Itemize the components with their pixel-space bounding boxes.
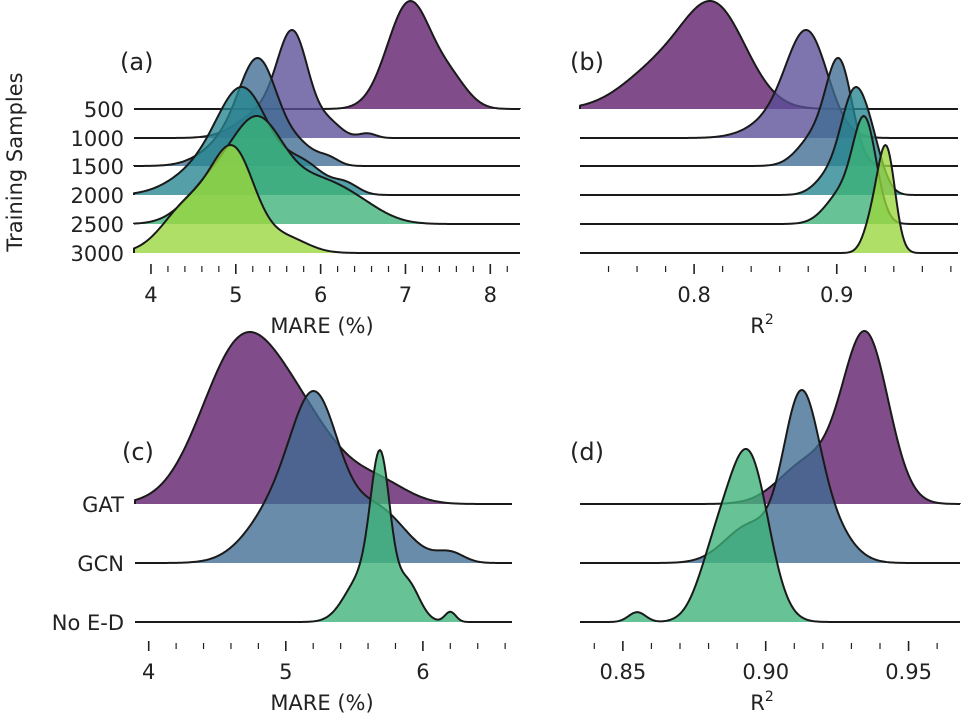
panel-label: (c) bbox=[122, 438, 154, 466]
category-label: 2000 bbox=[71, 184, 124, 208]
category-label: No E-D bbox=[52, 611, 124, 635]
category-label: 1000 bbox=[71, 127, 124, 151]
ridge-fill-gat bbox=[580, 331, 960, 504]
x-tick-label: 0.95 bbox=[885, 660, 932, 684]
x-axis-label-superscript: 2 bbox=[765, 689, 774, 705]
x-axis-label-text: R bbox=[750, 314, 765, 338]
ridge-outline-1000 bbox=[580, 29, 958, 139]
ridge-fill-1500 bbox=[134, 58, 520, 166]
x-tick-label: 6 bbox=[416, 660, 429, 684]
ridge-outline-3000 bbox=[580, 144, 958, 254]
ridge-outline-500 bbox=[579, 0, 958, 110]
x-tick-label: 0.8 bbox=[677, 283, 710, 307]
ridge-outline-1500 bbox=[133, 57, 520, 167]
panel-label: (a) bbox=[120, 48, 153, 76]
category-label: 500 bbox=[84, 98, 124, 122]
ridge-fill-1000 bbox=[580, 30, 958, 138]
panel-label: (b) bbox=[570, 48, 604, 76]
panel-b: (b) 0.8 0.9 R2 bbox=[570, 0, 958, 338]
category-label: GAT bbox=[82, 493, 124, 517]
x-tick-label: 0.85 bbox=[599, 660, 646, 684]
ridge-fill-500 bbox=[134, 1, 520, 109]
ridge-outline-1500 bbox=[580, 57, 958, 167]
x-tick-label: 0.9 bbox=[820, 283, 853, 307]
ridge-outline-1000 bbox=[134, 29, 520, 139]
panel-d: (d) 0.85 0.90 0.95 R2 bbox=[570, 330, 961, 715]
ridge-outline-500 bbox=[134, 0, 521, 110]
ridge-fill-gat bbox=[135, 332, 512, 504]
x-axis-label-text: MARE (%) bbox=[270, 691, 373, 715]
category-label: 2500 bbox=[71, 213, 124, 237]
x-tick-label: 0.90 bbox=[742, 660, 789, 684]
ridge-fill-500 bbox=[580, 1, 958, 109]
ridge-outline-3000 bbox=[133, 144, 520, 254]
ridge-fill-3000 bbox=[134, 145, 520, 253]
ridge-fill-gcn bbox=[135, 391, 512, 563]
ridge-outline-gat bbox=[580, 330, 961, 505]
x-tick-label: 4 bbox=[144, 283, 157, 307]
category-label: 3000 bbox=[71, 242, 124, 266]
x-tick-label: 7 bbox=[399, 283, 412, 307]
x-axis-label: MARE (%) bbox=[270, 691, 373, 715]
category-label: 1500 bbox=[71, 155, 124, 179]
x-tick-label: 4 bbox=[142, 660, 155, 684]
x-axis-label-text: R bbox=[750, 691, 765, 715]
x-axis-label-superscript: 2 bbox=[765, 312, 774, 328]
y-axis-label: Training Samples bbox=[3, 72, 27, 252]
x-tick-label: 6 bbox=[314, 283, 327, 307]
x-axis-label: MARE (%) bbox=[270, 314, 373, 338]
x-tick-label: 5 bbox=[229, 283, 242, 307]
ridge-outline-no-e-d bbox=[135, 449, 512, 623]
x-axis-label-text: MARE (%) bbox=[270, 314, 373, 338]
x-axis-label: R2 bbox=[750, 689, 774, 715]
ridge-outline-gcn bbox=[135, 390, 512, 564]
ridge-fill-3000 bbox=[580, 145, 958, 253]
ridge-fill-1000 bbox=[134, 30, 520, 138]
panel-c: (c) GAT GCN No E-D 4 5 6 MARE (%) bbox=[52, 331, 512, 715]
ridge-fill-2500 bbox=[580, 116, 958, 224]
x-axis-label: R2 bbox=[750, 312, 774, 338]
ridge-outline-no-e-d bbox=[580, 448, 960, 623]
ridge-outline-gcn bbox=[580, 389, 960, 564]
category-label: GCN bbox=[77, 552, 124, 576]
ridge-outline-2000 bbox=[133, 86, 520, 196]
x-tick-label: 8 bbox=[484, 283, 497, 307]
ridge-fill-no-e-d bbox=[580, 449, 960, 622]
panel-label: (d) bbox=[570, 438, 604, 466]
x-tick-label: 5 bbox=[279, 660, 292, 684]
panel-a: (a) 500 1000 1500 2000 2500 3000 4 5 6 7 8 MARE (%) T… bbox=[3, 0, 521, 338]
